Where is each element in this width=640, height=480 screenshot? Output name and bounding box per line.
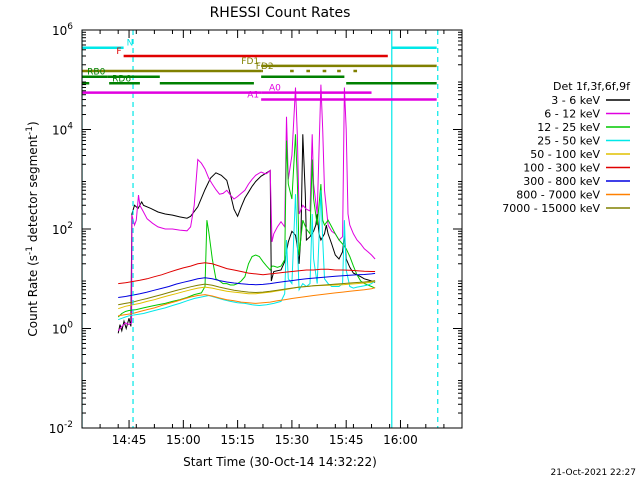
y-tick-label: 100 bbox=[52, 321, 73, 337]
y-axis-label-exp2: -1 bbox=[25, 126, 35, 135]
flag-label-rd6: RD6 bbox=[112, 74, 131, 84]
x-tick-label: 15:30 bbox=[275, 433, 310, 447]
y-axis-label-main: Count Rate (s bbox=[26, 255, 40, 337]
flag-label-a0: A0 bbox=[269, 84, 281, 94]
y-axis-label-mid: detector segment bbox=[26, 135, 40, 246]
legend-label-25-50-kev: 25 - 50 keV bbox=[537, 135, 600, 148]
flag-label-rb0: RB0 bbox=[87, 68, 105, 78]
series-line-12-25-kev bbox=[117, 134, 376, 318]
x-tick-label: 14:45 bbox=[112, 433, 147, 447]
flag-label-n: N bbox=[127, 39, 134, 49]
flag-label-f: F bbox=[116, 47, 121, 57]
series-line-3-6-kev bbox=[117, 134, 376, 334]
x-tick-label: 15:00 bbox=[166, 433, 201, 447]
legend-label-6-12-kev: 6 - 12 keV bbox=[544, 108, 600, 121]
legend-title: Det 1f,3f,6f,9f bbox=[553, 80, 631, 93]
series-line-7000-15000-kev bbox=[118, 280, 376, 306]
x-tick-label: 15:15 bbox=[220, 433, 255, 447]
y-axis-label: Count Rate (s-1 detector segment-1) bbox=[25, 121, 40, 336]
y-tick-label: 106 bbox=[52, 22, 73, 38]
series-layer bbox=[117, 84, 376, 334]
vline-layer bbox=[82, 30, 439, 428]
x-tick-label: 16:00 bbox=[383, 433, 418, 447]
legend-label-50-100-kev: 50 - 100 keV bbox=[530, 148, 600, 161]
series-line-100-300-kev bbox=[118, 262, 376, 285]
y-tick-label: 102 bbox=[52, 221, 73, 237]
legend-label-3-6-kev: 3 - 6 keV bbox=[551, 94, 600, 107]
legend-label-12-25-kev: 12 - 25 keV bbox=[537, 121, 600, 134]
y-tick-label: 10-2 bbox=[49, 420, 73, 436]
x-tick-label: 15:45 bbox=[329, 433, 364, 447]
footer-date: 21-Oct-2021 22:27 bbox=[551, 468, 636, 478]
y-tick-label: 104 bbox=[52, 122, 73, 138]
legend-label-100-300-kev: 100 - 300 keV bbox=[523, 162, 600, 175]
y-axis-label-end: ) bbox=[26, 121, 40, 126]
x-axis-label: Start Time (30-Oct-14 14:32:22) bbox=[183, 455, 377, 469]
y-axis: 10-2 100 102 104 106 bbox=[49, 22, 462, 436]
flag-label-fd2: FD2 bbox=[256, 62, 274, 72]
x-axis: 14:45 15:00 15:15 15:30 15:45 16:00 bbox=[81, 30, 463, 447]
y-axis-label-exp1: -1 bbox=[25, 246, 35, 255]
series-line-800-7000-kev bbox=[118, 287, 376, 317]
flag-label-a1: A1 bbox=[247, 91, 259, 101]
flag-label-fd1: FD1 bbox=[241, 57, 259, 67]
series-line-50-100-kev bbox=[118, 280, 376, 310]
legend-label-7000-15000-kev: 7000 - 15000 keV bbox=[502, 202, 600, 215]
legend-label-800-7000-kev: 800 - 7000 keV bbox=[516, 189, 600, 202]
series-line-300-800-kev bbox=[118, 272, 376, 298]
chart-title: RHESSI Count Rates bbox=[210, 5, 351, 21]
legend-label-300-800-kev: 300 - 800 keV bbox=[523, 175, 600, 188]
